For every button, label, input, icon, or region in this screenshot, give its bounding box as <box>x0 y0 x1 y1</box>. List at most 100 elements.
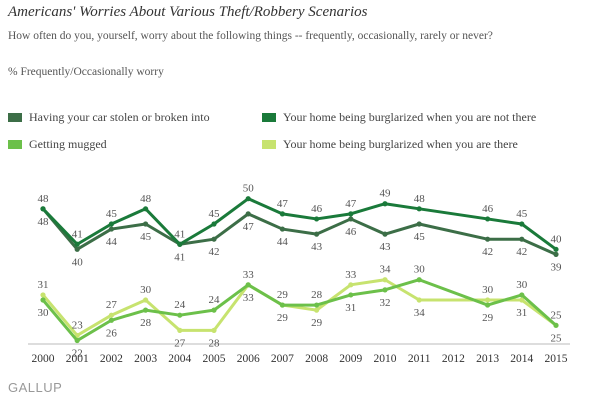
data-point-mugged-2006 <box>245 282 251 288</box>
data-point-car-stolen-2015 <box>553 251 559 257</box>
data-label-home-not-there-2001: 41 <box>72 228 83 240</box>
gallup-logo: GALLUP <box>8 380 63 395</box>
data-point-home-there-2005 <box>211 327 217 333</box>
data-point-car-stolen-2009 <box>348 216 354 222</box>
data-point-mugged-2010 <box>382 287 388 293</box>
data-point-home-not-there-2014 <box>519 221 525 227</box>
data-point-mugged-2011 <box>416 277 422 283</box>
x-tick-label-2004: 2004 <box>168 353 191 365</box>
data-point-home-not-there-2000 <box>40 206 46 212</box>
data-label-home-there-2000: 31 <box>38 279 49 291</box>
data-label-car-stolen-2007: 44 <box>277 236 289 248</box>
data-point-car-stolen-2005 <box>211 236 217 242</box>
data-point-mugged-2014 <box>519 292 525 298</box>
data-point-car-stolen-2010 <box>382 231 388 237</box>
data-point-mugged-2008 <box>314 302 320 308</box>
data-point-home-there-2003 <box>143 297 149 303</box>
data-point-car-stolen-2014 <box>519 236 525 242</box>
legend-swatch-home-not-there <box>262 112 276 122</box>
chart-title: Americans' Worries About Various Theft/R… <box>8 4 368 20</box>
data-point-car-stolen-2007 <box>279 226 285 232</box>
data-point-home-not-there-2006 <box>245 196 251 202</box>
data-point-home-there-2004 <box>177 327 183 333</box>
x-tick-label-2008: 2008 <box>305 353 328 365</box>
data-point-car-stolen-2003 <box>143 221 149 227</box>
data-label-home-not-there-2000: 48 <box>38 193 50 205</box>
series-line-home-there <box>41 278 557 337</box>
data-point-mugged-2001 <box>74 337 80 344</box>
data-point-car-stolen-2006 <box>245 211 251 217</box>
data-label-home-not-there-2013: 46 <box>482 203 494 215</box>
x-tick-label-2005: 2005 <box>203 353 226 365</box>
data-label-home-there-2003: 30 <box>140 284 152 296</box>
data-label-mugged-2004: 27 <box>174 337 186 349</box>
data-label-home-there-2009: 33 <box>345 269 357 281</box>
data-label-mugged-2001: 22 <box>72 348 83 360</box>
data-label-home-there-2014: 30 <box>516 279 528 291</box>
x-tick-layer: 2000 2001 2002 2003 2004 2005 2006 2007 2008 2009… <box>32 353 568 365</box>
data-label-car-stolen-2000: 48 <box>38 216 50 228</box>
data-label-mugged-2011: 34 <box>414 307 426 319</box>
data-label-home-there-2005: 24 <box>209 294 221 306</box>
data-label-car-stolen-2013: 42 <box>482 246 493 258</box>
data-label-mugged-2009: 31 <box>345 302 356 314</box>
data-point-car-stolen-2001 <box>74 246 80 252</box>
x-tick-label-2009: 2009 <box>339 353 362 365</box>
data-label-layer: 48 48 41 40 45 44 48 45 41 41 45 42 50 47 47 44 46 43 47 46… <box>38 183 563 360</box>
x-tick-label-2001: 2001 <box>66 353 89 365</box>
x-tick-label-2010: 2010 <box>374 353 397 365</box>
data-label-car-stolen-2008: 43 <box>311 241 323 253</box>
data-label-mugged-2005: 28 <box>209 337 221 349</box>
data-label-home-there-2013: 30 <box>482 284 494 296</box>
data-label-car-stolen-2015: 39 <box>551 261 563 273</box>
data-point-car-stolen-2008 <box>314 231 320 237</box>
data-point-home-there-2014 <box>519 297 525 303</box>
x-tick-label-2006: 2006 <box>237 353 260 365</box>
legend-swatch-car-stolen <box>8 112 22 122</box>
data-label-car-stolen-2003: 45 <box>140 231 152 243</box>
data-label-car-stolen-2011: 45 <box>414 231 426 243</box>
legend-label-home-not-there: Your home being burglarized when you are… <box>283 110 537 124</box>
data-label-home-not-there-2015: 40 <box>551 233 563 245</box>
data-point-car-stolen-2013 <box>485 236 491 242</box>
chart-note: % Frequently/Occasionally worry <box>8 66 164 78</box>
data-point-home-there-2011 <box>416 297 422 303</box>
data-point-mugged-2004 <box>177 312 183 318</box>
legend-label-home-there: Your home being burglarized when you are… <box>283 137 518 151</box>
data-label-home-there-2001: 23 <box>72 319 84 331</box>
data-point-home-there-2008 <box>314 307 320 313</box>
data-label-mugged-2008: 29 <box>311 317 323 329</box>
data-label-home-there-2008: 28 <box>311 289 323 301</box>
legend-item-home-there: Your home being burglarized when you are… <box>262 137 518 152</box>
data-label-home-not-there-2003: 48 <box>140 193 152 205</box>
legend-item-mugged: Getting mugged <box>8 137 107 152</box>
data-label-car-stolen-2009: 46 <box>345 226 357 238</box>
data-point-home-not-there-2004 <box>177 241 183 247</box>
data-label-home-not-there-2005: 45 <box>209 208 221 220</box>
data-label-home-not-there-2011: 48 <box>414 193 426 205</box>
data-label-car-stolen-2004: 41 <box>174 251 185 263</box>
data-label-mugged-2013: 29 <box>482 312 494 324</box>
data-label-home-there-2002: 27 <box>106 299 118 311</box>
data-point-mugged-2007 <box>279 302 285 308</box>
data-label-car-stolen-2005: 42 <box>209 246 220 258</box>
x-tick-label-2015: 2015 <box>545 353 568 365</box>
data-label-home-there-2010: 34 <box>380 264 392 276</box>
data-point-home-not-there-2011 <box>416 206 422 212</box>
data-point-home-not-there-2015 <box>553 246 559 252</box>
data-point-mugged-2009 <box>348 292 354 298</box>
data-point-home-not-there-2008 <box>314 216 320 222</box>
legend-label-car-stolen: Having your car stolen or broken into <box>29 110 210 124</box>
data-point-home-there-2010 <box>382 277 388 283</box>
data-label-mugged-2015: 25 <box>551 332 563 344</box>
series-line-home-not-there <box>41 197 557 251</box>
data-label-mugged-2007: 29 <box>277 312 289 324</box>
data-point-home-there-2002 <box>108 312 114 318</box>
data-point-home-not-there-2001 <box>74 241 80 247</box>
data-point-mugged-2003 <box>143 307 149 313</box>
data-label-mugged-2002: 26 <box>106 327 118 339</box>
data-point-home-not-there-2007 <box>279 211 285 217</box>
series-layer <box>40 196 559 344</box>
data-label-home-not-there-2010: 49 <box>380 188 392 200</box>
data-label-car-stolen-2014: 42 <box>516 246 527 258</box>
